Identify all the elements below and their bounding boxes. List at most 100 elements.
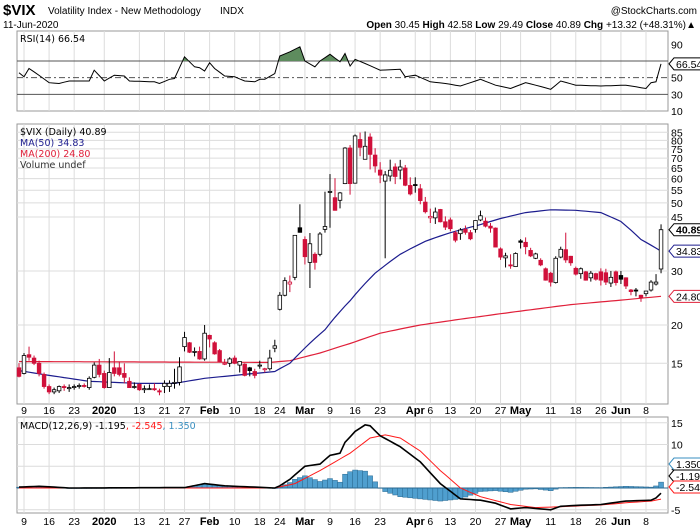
candle xyxy=(217,348,222,363)
candle xyxy=(382,171,388,259)
candle xyxy=(578,267,583,279)
candle xyxy=(212,341,217,355)
candle-body xyxy=(498,248,503,258)
candle xyxy=(312,252,318,270)
candle-body xyxy=(372,154,378,167)
x-axis-label: 8 xyxy=(643,405,649,417)
candle-body xyxy=(237,361,242,366)
candle xyxy=(413,177,418,193)
candle xyxy=(583,270,589,281)
candle xyxy=(252,368,257,379)
x-axis-label: 23 xyxy=(374,405,386,417)
candle xyxy=(97,358,102,378)
candle-body xyxy=(61,386,67,388)
x-axis-label: 18 xyxy=(254,516,266,528)
ma50-tag xyxy=(668,244,700,258)
macd-histogram-bar xyxy=(387,487,393,494)
candle-body xyxy=(152,388,157,391)
candle-body xyxy=(593,273,599,280)
candle xyxy=(493,227,498,248)
up-arrow-icon: ▲ xyxy=(686,20,696,31)
candle-body xyxy=(377,169,383,176)
candle xyxy=(302,236,308,265)
candle-body xyxy=(127,380,132,388)
candle xyxy=(453,230,458,243)
macd-y-tick: -5 xyxy=(671,505,680,517)
price-y-tick: 30 xyxy=(671,266,683,278)
low-value: 29.49 xyxy=(498,20,523,31)
candle xyxy=(618,270,624,285)
candle-body xyxy=(513,253,518,268)
candle xyxy=(242,363,247,377)
candle-body xyxy=(71,386,77,388)
chart-date: 11-Jun-2020 xyxy=(3,20,59,31)
candle-body xyxy=(232,357,237,364)
macd-histogram-bar xyxy=(442,487,449,501)
macd-histogram-bar xyxy=(337,481,343,489)
ma200-line xyxy=(18,295,662,363)
candle-body xyxy=(122,373,127,378)
candle-body xyxy=(563,249,568,261)
macd-legend-name: MACD(12,26,9) xyxy=(20,421,92,432)
candle-body xyxy=(272,345,278,349)
candle xyxy=(538,258,543,267)
ma50-tag-label: 34.83 xyxy=(676,246,700,258)
macd-signal-tag xyxy=(668,480,700,494)
price-y-tick: 80 xyxy=(671,135,683,147)
candle-body xyxy=(413,184,418,186)
candle xyxy=(342,147,348,185)
x-axis-label: 27 xyxy=(495,516,507,528)
candle-body xyxy=(227,358,232,364)
candle xyxy=(518,239,523,249)
price-y-tick: 45 xyxy=(671,212,683,224)
candle-body xyxy=(97,364,102,375)
candle xyxy=(267,349,272,371)
x-axis-label: 9 xyxy=(21,405,27,417)
rsi-panel: 90 50 30 10 66.54 xyxy=(16,30,700,118)
macd-histogram-bar xyxy=(392,487,398,496)
candle-body xyxy=(342,147,348,185)
x-axis-label: 6 xyxy=(427,405,433,417)
candle-body xyxy=(433,211,438,219)
macd-legend-sep2: , xyxy=(162,421,168,432)
candle-body xyxy=(117,367,122,375)
rsi-y-tick: 10 xyxy=(671,106,683,118)
candle-body xyxy=(66,387,72,390)
rsi-frame xyxy=(16,30,669,112)
x-axis-label: 27 xyxy=(495,405,507,417)
candle xyxy=(46,384,52,395)
candle-body xyxy=(76,385,82,387)
candle xyxy=(648,280,654,292)
macd-histogram-bar xyxy=(407,487,413,499)
candle xyxy=(297,204,303,233)
candle-body xyxy=(207,334,212,340)
candle-body xyxy=(618,275,624,280)
candle-body xyxy=(352,135,358,184)
x-axis-label: May xyxy=(510,405,532,417)
brand-watermark: @StockCharts.com xyxy=(611,6,697,17)
candle xyxy=(387,159,393,182)
price-y-tick: 65 xyxy=(671,163,683,175)
x-axis-label: 23 xyxy=(68,516,80,528)
candle xyxy=(613,270,619,286)
x-axis-label: Feb xyxy=(200,516,220,528)
open-value: 30.45 xyxy=(395,20,420,31)
candle xyxy=(76,383,82,389)
candle-body xyxy=(302,239,308,258)
candle-body xyxy=(382,174,388,182)
candle xyxy=(132,382,137,389)
macd-histogram-bar xyxy=(362,470,368,489)
macd-histogram-bar xyxy=(382,487,388,492)
candle xyxy=(408,177,413,196)
candle-body xyxy=(628,289,634,292)
candle-body xyxy=(192,351,197,353)
candle xyxy=(202,324,207,361)
x-axis-label: 13 xyxy=(445,405,457,417)
x-axis-label: Jun xyxy=(611,405,631,417)
macd-legend-sep1: , xyxy=(126,421,132,432)
candle xyxy=(558,246,563,259)
macd-legend-value: -1.195 xyxy=(95,421,126,432)
x-axis-label: 13 xyxy=(134,405,146,417)
macd-y-tick: 10 xyxy=(671,440,683,452)
rsi-y-tick: 90 xyxy=(671,39,683,51)
